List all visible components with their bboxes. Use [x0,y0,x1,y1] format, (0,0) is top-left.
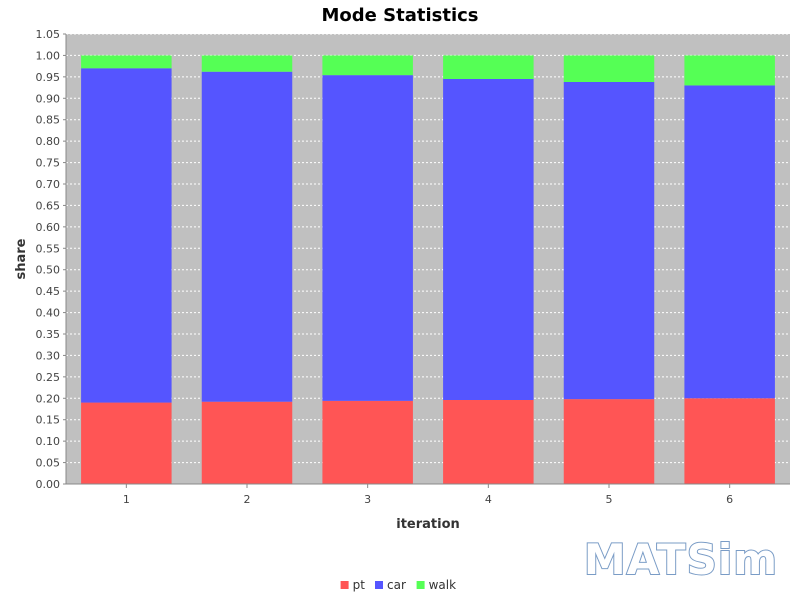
y-tick-label: 0.05 [36,457,61,470]
bar-segment-pt [564,399,655,484]
x-tick-label: 3 [364,493,371,506]
bar-segment-car [443,79,534,400]
y-tick-label: 0.90 [36,92,61,105]
y-tick-label: 0.30 [36,349,61,362]
legend-swatch-pt [341,581,349,589]
y-tick-label: 0.65 [36,199,61,212]
bar-segment-walk [322,55,413,75]
bar-segment-walk [202,55,293,71]
x-tick-label: 2 [244,493,251,506]
legend: pt car walk [341,578,457,592]
plot-area [66,34,790,484]
y-tick-label: 0.50 [36,264,61,277]
chart-title: Mode Statistics [322,5,479,26]
y-tick-label: 1.05 [36,28,61,41]
bar-segment-car [322,75,413,401]
bar-segment-pt [684,398,775,484]
y-axis-ticks: 0.00 0.05 0.10 0.15 0.20 0.25 0.30 0.35 0.40 0.45… [36,28,67,491]
bar-segment-pt [202,402,293,484]
legend-swatch-walk [417,581,425,589]
bar-segment-walk [81,55,172,68]
bar-segment-car [202,72,293,402]
y-tick-label: 0.15 [36,414,61,427]
bar-segment-walk [443,55,534,79]
x-tick-label: 5 [606,493,613,506]
bar-segment-car [81,68,172,402]
legend-label-car: car [387,578,406,592]
bar-segment-car [564,82,655,399]
x-tick-label: 1 [123,493,130,506]
legend-label-pt: pt [353,578,366,592]
y-tick-label: 0.10 [36,435,61,448]
y-tick-label: 0.95 [36,71,61,84]
y-tick-label: 0.25 [36,371,61,384]
y-tick-label: 0.85 [36,114,61,127]
y-tick-label: 0.75 [36,157,61,170]
y-tick-label: 1.00 [36,49,61,62]
x-tick-label: 4 [485,493,492,506]
logo-text: MATSim [584,535,778,584]
y-tick-label: 0.60 [36,221,61,234]
x-axis-title: iteration [396,517,460,532]
bar-segment-pt [322,401,413,484]
y-tick-label: 0.80 [36,135,61,148]
matsim-logo: MATSim [584,535,778,584]
bar-segment-walk [564,55,655,82]
y-tick-label: 0.55 [36,242,61,255]
bar-segment-walk [684,55,775,85]
x-tick-label: 6 [726,493,733,506]
y-tick-label: 0.20 [36,392,61,405]
y-axis-title: share [14,238,29,279]
bar-segment-pt [443,400,534,484]
legend-swatch-car [375,581,383,589]
y-tick-label: 0.45 [36,285,61,298]
bar-segment-pt [81,403,172,484]
y-tick-label: 0.35 [36,328,61,341]
bar-segment-car [684,85,775,398]
y-tick-label: 0.40 [36,307,61,320]
legend-label-walk: walk [429,578,457,592]
x-axis-ticks: 1 2 3 4 5 6 [123,484,733,506]
y-tick-label: 0.00 [36,478,61,491]
y-tick-label: 0.70 [36,178,61,191]
